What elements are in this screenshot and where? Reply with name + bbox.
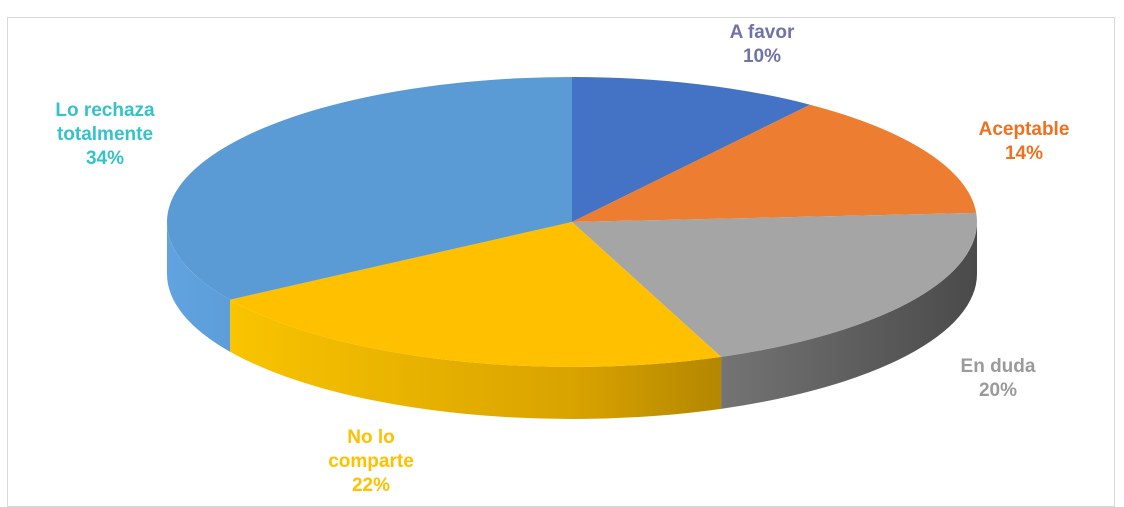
data-label-category: comparte (328, 451, 414, 472)
pie-slice-lo-rechaza-totalmente (167, 77, 572, 300)
pie-slice-a-favor (572, 77, 811, 222)
data-label-aceptable: Aceptable 14% (979, 119, 1070, 164)
data-label-category: Aceptable (979, 119, 1070, 140)
data-label-value: 20% (979, 380, 1017, 401)
data-label-category: totalmente (57, 124, 153, 145)
pie-slice-no-lo-comparte (230, 222, 722, 367)
data-label-category: En duda (961, 356, 1036, 377)
data-label-value: 34% (86, 148, 124, 169)
data-label-lo-rechaza-totalmente: Lo rechaza totalmente 34% (55, 100, 155, 169)
data-label-en-duda: En duda 20% (961, 356, 1036, 401)
data-label-no-lo-comparte: No lo comparte 22% (328, 427, 414, 496)
data-label-a-favor: A favor 10% (730, 22, 795, 67)
pie-side-no-lo-comparte (230, 299, 722, 419)
data-label-category: Lo rechaza (55, 100, 155, 121)
data-label-value: 22% (352, 475, 390, 496)
pie-side-lo-rechaza-totalmente (167, 222, 231, 352)
pie-slice-en-duda (572, 212, 977, 357)
pie-slice-aceptable (572, 104, 977, 222)
data-label-value: 10% (743, 46, 781, 67)
data-label-category: No lo (347, 427, 395, 448)
pie-side-en-duda (721, 222, 977, 409)
data-label-category: A favor (730, 22, 795, 43)
data-label-value: 14% (1005, 143, 1043, 164)
